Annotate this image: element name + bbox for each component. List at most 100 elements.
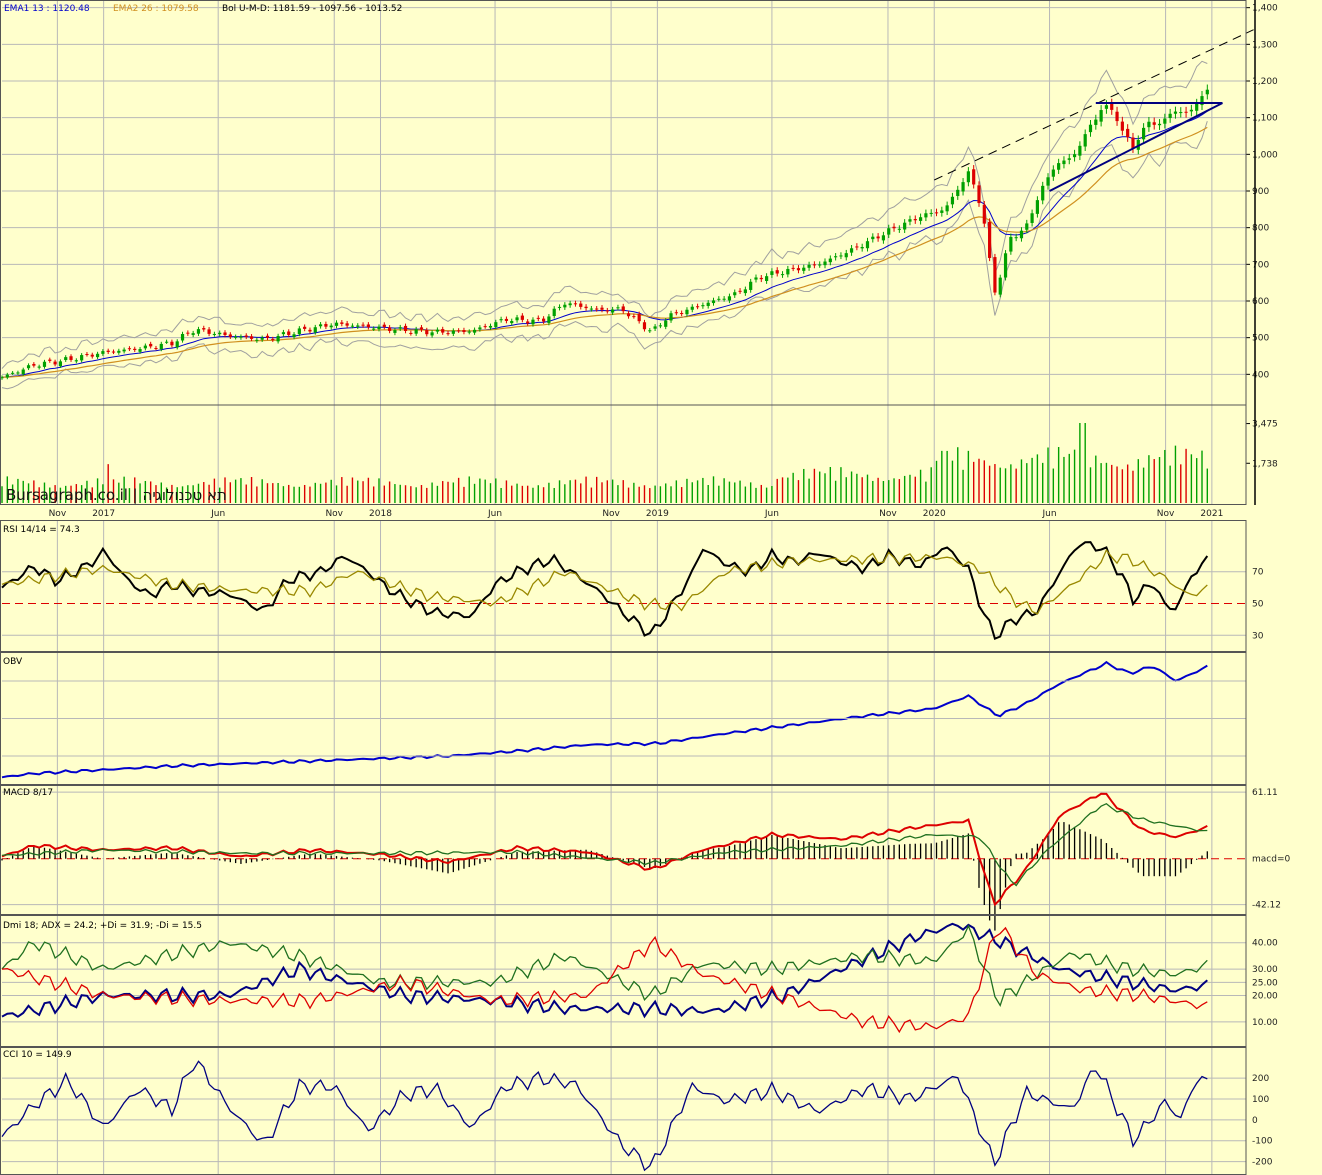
price-tick-label: 600 xyxy=(1252,297,1269,307)
macd-tick-label: -42.12 xyxy=(1252,901,1281,911)
candle-body xyxy=(303,326,307,329)
macd-line xyxy=(1,792,1208,907)
candle-body xyxy=(988,221,992,258)
candle-body xyxy=(690,306,694,310)
macd-tick-label: 61.11 xyxy=(1252,788,1278,798)
candle-body xyxy=(165,341,169,343)
candle-body xyxy=(929,212,933,214)
candle-body xyxy=(1168,113,1172,119)
candle-body xyxy=(1104,105,1109,109)
rsi-lines: 70 50 30 xyxy=(1,541,1264,641)
candle-body xyxy=(159,343,163,350)
candle-body xyxy=(908,219,912,222)
dmi-tick-label: 25.00 xyxy=(1252,978,1278,988)
candle-body xyxy=(695,306,700,308)
candle-body xyxy=(839,255,843,257)
candle-body xyxy=(255,339,259,341)
price-tick-label: 500 xyxy=(1252,334,1269,344)
ema1-line xyxy=(1,110,1208,378)
candle-body xyxy=(292,334,296,338)
trend-lines xyxy=(934,29,1254,192)
candle-body xyxy=(1030,213,1034,223)
candle-body xyxy=(138,349,142,352)
candle-body xyxy=(414,329,418,334)
legend-ema1: EMA1 13 : 1120.48 xyxy=(4,4,90,14)
candle-body xyxy=(329,325,333,328)
candle-body xyxy=(945,205,949,212)
candle-body xyxy=(398,327,402,329)
rsi-title: RSI 14/14 = 74.3 xyxy=(3,525,80,535)
legend-bollinger: Bol U-M-D: 1181.59 - 1097.56 - 1013.52 xyxy=(222,4,402,14)
candle-body xyxy=(616,307,620,309)
candle-body xyxy=(85,354,89,356)
candle-body xyxy=(154,348,158,350)
candle-body xyxy=(11,372,15,374)
candle-body xyxy=(557,306,562,308)
candle-body xyxy=(106,350,110,352)
candle-body xyxy=(780,274,785,276)
candle-body xyxy=(430,332,434,336)
candle-body xyxy=(1189,109,1193,112)
candle-body xyxy=(664,320,668,327)
candle-body xyxy=(1051,169,1055,177)
panel-borders xyxy=(0,0,1256,1175)
candle-body xyxy=(175,341,179,348)
candle-body xyxy=(526,321,530,324)
candle-body xyxy=(1126,128,1130,138)
candle-body xyxy=(1062,160,1066,165)
rsi-tick-label: 30 xyxy=(1252,631,1264,641)
candle-body xyxy=(887,228,891,235)
candle-body xyxy=(759,277,763,280)
candle-body xyxy=(600,307,604,310)
candle-body xyxy=(595,308,599,310)
date-tick-label: Nov xyxy=(879,509,897,519)
candle-body xyxy=(637,314,641,322)
candle-body xyxy=(504,318,509,321)
candle-body xyxy=(972,169,976,185)
candle-body xyxy=(1041,185,1045,201)
price-tick-label: 1,100 xyxy=(1252,114,1278,124)
cci-line: 200 100 0 -100 -200 xyxy=(1,1060,1273,1172)
price-candles xyxy=(0,84,1209,380)
date-tick-label: Nov xyxy=(325,509,343,519)
candle-body xyxy=(196,329,201,334)
candle-body xyxy=(881,235,886,241)
candle-body xyxy=(393,330,397,333)
candle-body xyxy=(313,327,317,333)
candle-body xyxy=(1003,253,1008,278)
candle-body xyxy=(228,334,232,337)
candle-body xyxy=(133,348,137,351)
dmi-frame xyxy=(0,915,1247,1047)
candle-body xyxy=(170,341,174,346)
macd-panel: 61.11 macd=0 -42.12 MACD 8/17 xyxy=(1,788,1290,931)
dmi-tick-label: 40.00 xyxy=(1252,939,1278,949)
candle-body xyxy=(812,264,816,266)
candle-body xyxy=(786,268,790,275)
candle-body xyxy=(998,277,1002,295)
candle-body xyxy=(796,268,801,271)
candle-body xyxy=(982,204,986,224)
date-tick-label: Jun xyxy=(1042,509,1057,519)
candle-body xyxy=(621,306,625,312)
date-tick-label: Jun xyxy=(764,509,779,519)
plus-di-line xyxy=(1,924,1208,1008)
candle-body xyxy=(1115,111,1119,122)
candle-body xyxy=(844,253,848,258)
cci-panel: 200 100 0 -100 -200 CCI 10 = 149.9 xyxy=(1,1050,1273,1172)
candle-body xyxy=(924,213,928,218)
candle-body xyxy=(297,328,301,334)
candle-body xyxy=(127,348,132,350)
cci-tick-label: 0 xyxy=(1252,1116,1258,1126)
brand-watermark: Bursagraph.co.il | תא טכנולוגיה xyxy=(6,486,227,504)
candle-body xyxy=(441,329,445,333)
candle-body xyxy=(37,366,41,368)
candle-body xyxy=(658,325,663,327)
candle-body xyxy=(202,328,206,330)
candle-body xyxy=(860,246,864,249)
price-tick-label: 1,400 xyxy=(1252,4,1278,14)
candle-body xyxy=(186,332,190,334)
ema-lines xyxy=(1,110,1208,378)
legend-ema2: EMA2 26 : 1079.58 xyxy=(113,4,199,14)
volume-tick-label: 1,738 xyxy=(1252,459,1278,469)
support-line xyxy=(1049,102,1223,192)
